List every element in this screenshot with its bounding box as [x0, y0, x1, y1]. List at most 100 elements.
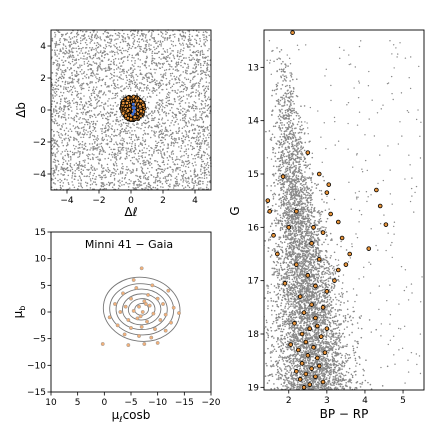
sky-field-star: [192, 57, 194, 59]
sky-field-star: [98, 162, 100, 164]
sky-field-star: [89, 133, 92, 135]
sky-field-star: [118, 36, 121, 38]
sky-field-star: [76, 164, 79, 166]
sky-field-star: [153, 111, 156, 113]
sky-field-star: [106, 119, 109, 121]
sky-field-star: [178, 42, 181, 45]
sky-field-star: [71, 47, 74, 49]
sky-field-star: [204, 41, 207, 43]
sky-field-star: [201, 142, 203, 144]
sky-field-star: [146, 147, 148, 150]
sky-field-star: [101, 101, 103, 104]
sky-field-star: [85, 101, 87, 103]
sky-field-star: [88, 109, 91, 112]
sky-field-star: [158, 86, 161, 88]
sky-field-star: [82, 107, 85, 109]
cmd-field-star: [289, 150, 291, 153]
sky-field-star: [107, 53, 109, 56]
sky-field-star: [72, 184, 74, 186]
sky-field-star: [182, 30, 184, 33]
sky-field-star: [198, 43, 201, 45]
sky-member-star: [132, 115, 137, 120]
sky-field-star: [193, 129, 196, 131]
sky-field-star: [146, 89, 148, 91]
sky-field-star: [127, 55, 129, 58]
sky-field-star: [174, 159, 177, 161]
sky-field-star: [117, 48, 119, 51]
sky-field-star: [117, 58, 120, 60]
sky-field-star: [56, 55, 58, 57]
sky-field-star: [110, 173, 112, 176]
sky-field-star: [64, 60, 66, 62]
sky-field-star: [135, 187, 137, 189]
sky-field-star: [60, 168, 62, 170]
sky-field-star: [97, 100, 100, 102]
cmd-field-star: [262, 317, 264, 319]
sky-field-star: [135, 136, 138, 139]
sky-field-star: [91, 166, 94, 168]
sky-field-star: [107, 112, 110, 115]
sky-field-star: [172, 34, 174, 36]
sky-field-star: [175, 132, 178, 134]
sky-field-star: [126, 33, 129, 36]
sky-field-star: [199, 37, 201, 40]
sky-field-star: [56, 49, 58, 52]
sky-field-star: [135, 135, 137, 137]
sky-field-star: [83, 175, 86, 177]
sky-field-star: [65, 51, 68, 53]
cmd-field-star: [277, 261, 279, 264]
sky-field-star: [207, 164, 210, 167]
sky-field-star: [55, 94, 58, 96]
sky-field-star: [92, 158, 94, 161]
cmd-field-star: [341, 391, 343, 393]
sky-field-star: [141, 152, 144, 154]
sky-field-star: [160, 186, 162, 188]
sky-field-star: [100, 128, 102, 130]
sky-field-star: [99, 62, 101, 64]
sky-field-star: [91, 34, 93, 37]
sky-field-star: [63, 158, 65, 161]
sky-field-star: [191, 188, 193, 190]
sky-field-star: [73, 178, 76, 180]
sky-field-star: [151, 32, 153, 34]
sky-field-star: [99, 158, 101, 160]
sky-field-star: [142, 133, 145, 136]
cmd-field-star: [302, 160, 305, 163]
sky-field-star: [147, 108, 150, 110]
sky-field-star: [100, 178, 103, 180]
sky-field-star: [158, 136, 160, 139]
sky-field-star: [67, 86, 69, 89]
sky-field-star: [181, 38, 183, 40]
sky-field-star: [57, 173, 59, 176]
sky-field-star: [64, 53, 67, 55]
sky-field-star: [96, 51, 98, 53]
sky-field-star: [81, 121, 83, 124]
sky-field-star: [170, 141, 173, 143]
sky-field-star: [191, 146, 194, 148]
sky-field-star: [207, 104, 210, 106]
sky-field-star: [96, 98, 98, 100]
sky-field-star: [103, 114, 105, 117]
sky-field-star: [151, 153, 153, 156]
sky-field-star: [102, 46, 105, 49]
sky-field-star: [96, 41, 99, 44]
cmd-field-star: [282, 80, 284, 82]
sky-field-star: [117, 53, 119, 55]
sky-field-star: [124, 40, 127, 43]
sky-field-star: [197, 82, 200, 84]
sky-field-star: [170, 43, 173, 46]
sky-field-star: [128, 43, 130, 46]
sky-field-star: [151, 80, 153, 83]
sky-field-star: [52, 173, 54, 175]
cmd-field-star: [289, 86, 291, 89]
sky-field-star: [151, 114, 153, 117]
sky-field-star: [120, 77, 123, 80]
sky-field-star: [194, 107, 197, 110]
sky-field-star: [171, 66, 173, 68]
sky-field-star: [202, 64, 205, 67]
sky-field-star: [174, 177, 177, 179]
sky-field-star: [105, 133, 107, 136]
sky-field-star: [154, 176, 157, 179]
cmd-field-star: [307, 164, 310, 166]
sky-field-star: [56, 88, 58, 90]
